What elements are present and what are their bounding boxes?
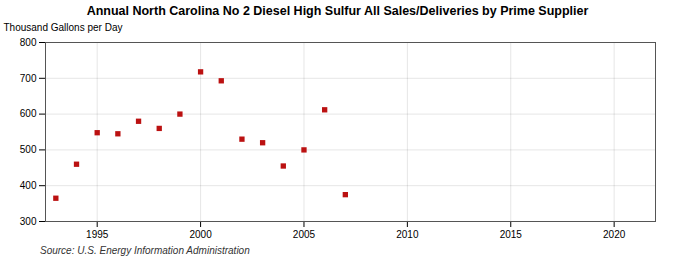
html-text:Annual North Carolina No 2 Die: Annual North Carolina No 2 Diesel High S… — [86, 4, 589, 18]
svg-text:2015: 2015 — [500, 229, 523, 240]
svg-text:800: 800 — [20, 37, 37, 48]
svg-text:2005: 2005 — [293, 229, 316, 240]
svg-text:400: 400 — [20, 180, 37, 191]
svg-text:600: 600 — [20, 108, 37, 119]
svg-text:Thousand Gallons per Day: Thousand Gallons per Day — [4, 22, 123, 33]
html-text:Source: U.S. Energy Informatio: Source: U.S. Energy Information Administ… — [40, 245, 250, 256]
svg-text:500: 500 — [20, 144, 37, 155]
svg-text:2000: 2000 — [189, 229, 212, 240]
svg-text:1995: 1995 — [86, 229, 109, 240]
svg-text:700: 700 — [20, 73, 37, 84]
svg-text:300: 300 — [20, 216, 37, 227]
svg-text:2010: 2010 — [396, 229, 419, 240]
svg-text:2020: 2020 — [603, 229, 626, 240]
